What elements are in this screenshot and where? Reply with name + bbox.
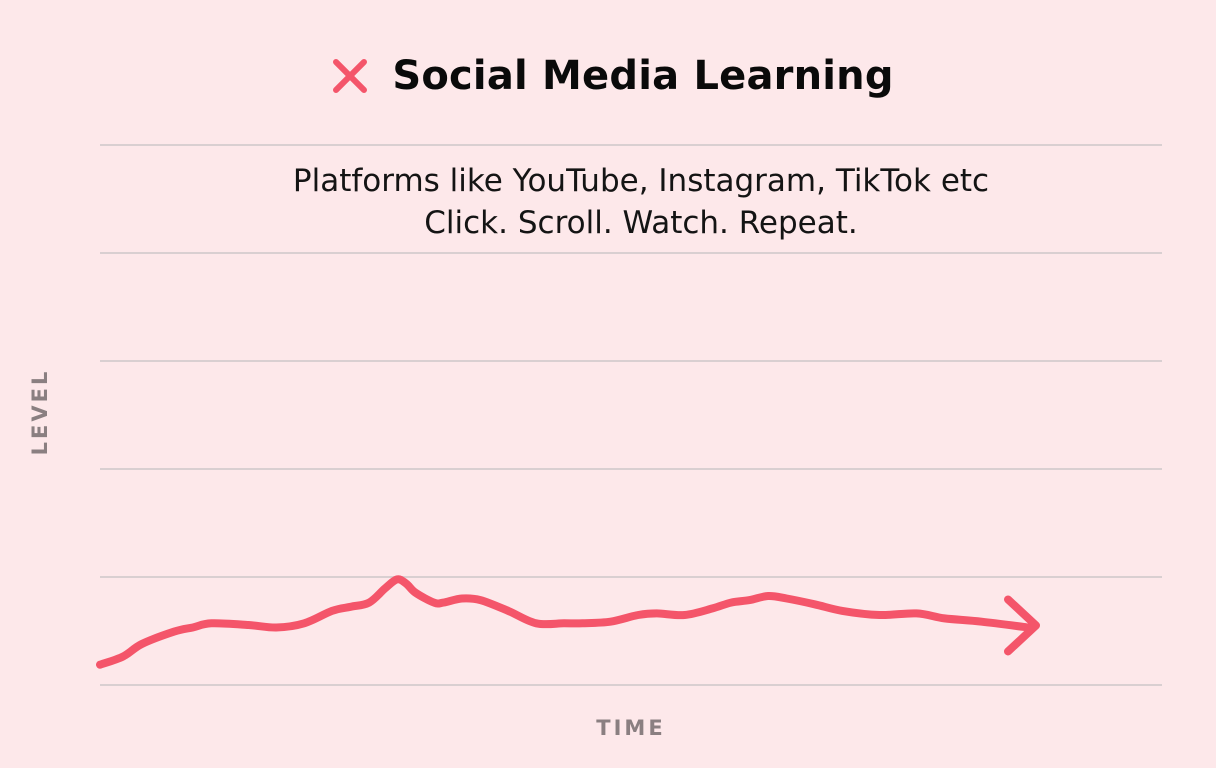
y-axis-label: LEVEL [28, 368, 52, 456]
series-line [96, 575, 1032, 669]
series-layer [96, 575, 1040, 669]
chart-subtitle-line-2: Click. Scroll. Watch. Repeat. [424, 205, 858, 241]
gridlines [100, 144, 1162, 686]
chart-title-row: Social Media Learning [0, 46, 1216, 106]
series-arrowhead [1004, 595, 1040, 656]
chart-title: Social Media Learning [392, 53, 894, 99]
x-mark-icon [333, 59, 368, 93]
x-axis-label: TIME [596, 716, 666, 740]
chart-subtitle-line-1: Platforms like YouTube, Instagram, TikTo… [292, 163, 990, 199]
